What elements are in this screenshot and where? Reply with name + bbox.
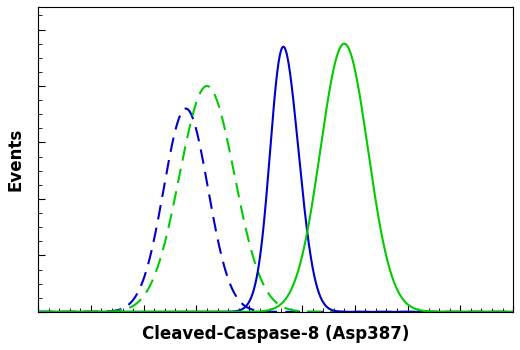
X-axis label: Cleaved-Caspase-8 (Asp387): Cleaved-Caspase-8 (Asp387)	[142, 325, 409, 343]
Y-axis label: Events: Events	[7, 128, 25, 191]
